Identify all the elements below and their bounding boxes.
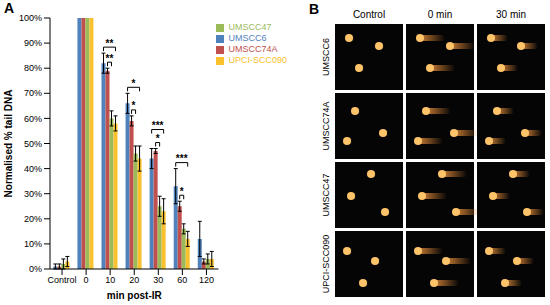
svg-text:90%: 90% — [24, 38, 42, 48]
svg-text:100%: 100% — [19, 13, 42, 23]
svg-text:70%: 70% — [24, 88, 42, 98]
svg-text:50%: 50% — [24, 139, 42, 149]
svg-text:B: B — [309, 1, 319, 17]
svg-text:30 min: 30 min — [496, 9, 526, 20]
svg-text:Control: Control — [48, 275, 77, 285]
svg-text:min post-IR: min post-IR — [107, 290, 163, 301]
svg-text:80%: 80% — [24, 63, 42, 73]
svg-text:UMSCC74A: UMSCC74A — [321, 101, 331, 150]
svg-text:Control: Control — [353, 9, 385, 20]
svg-text:60: 60 — [177, 275, 187, 285]
svg-text:20%: 20% — [24, 214, 42, 224]
html-text:UMSCC74A: UMSCC74A — [228, 44, 278, 54]
svg-text:UPCI-SCC090: UPCI-SCC090 — [321, 235, 331, 294]
svg-text:20: 20 — [129, 275, 139, 285]
svg-text:***: *** — [152, 120, 164, 131]
svg-text:*: * — [180, 186, 184, 197]
html-text:UMSCC47: UMSCC47 — [228, 22, 272, 32]
svg-text:Normalised % tail DNA: Normalised % tail DNA — [3, 90, 14, 198]
svg-text:10: 10 — [105, 275, 115, 285]
svg-text:***: *** — [176, 153, 188, 164]
svg-text:60%: 60% — [24, 114, 42, 124]
svg-text:0 min: 0 min — [428, 9, 452, 20]
svg-text:**: ** — [106, 38, 114, 49]
svg-text:UMSCC47: UMSCC47 — [321, 173, 331, 216]
svg-text:0: 0 — [84, 275, 89, 285]
svg-text:0%: 0% — [29, 264, 42, 274]
html-text:UPCI-SCC090: UPCI-SCC090 — [228, 55, 287, 65]
svg-text:30%: 30% — [24, 189, 42, 199]
svg-text:UMSCC6: UMSCC6 — [321, 38, 331, 76]
svg-text:**: ** — [106, 53, 114, 64]
svg-text:*: * — [132, 78, 136, 89]
svg-text:10%: 10% — [24, 239, 42, 249]
html-text:A: A — [4, 0, 15, 16]
svg-text:40%: 40% — [24, 164, 42, 174]
svg-text:120: 120 — [199, 275, 214, 285]
svg-text:*: * — [156, 133, 160, 144]
svg-text:30: 30 — [153, 275, 163, 285]
svg-text:*: * — [132, 100, 136, 111]
html-text:UMSCC6: UMSCC6 — [228, 33, 267, 43]
